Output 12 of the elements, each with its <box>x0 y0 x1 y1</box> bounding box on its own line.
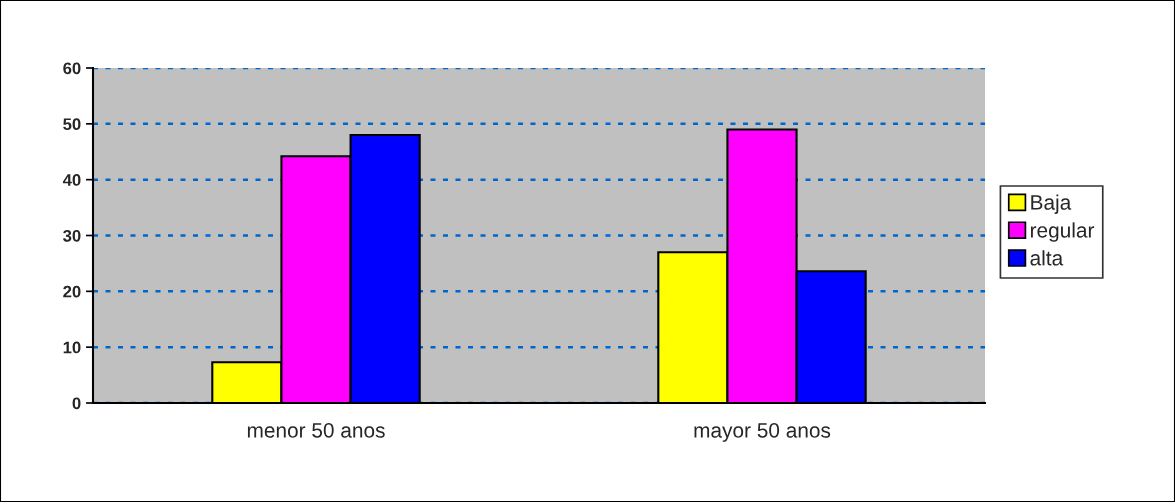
legend-label: alta <box>1030 250 1064 266</box>
y-tick-label: 10 <box>63 341 81 354</box>
legend-label: Baja <box>1031 194 1072 214</box>
legend-label: regular <box>1030 222 1095 242</box>
x-tick-label: menor 50 anos <box>247 422 385 438</box>
y-tick-label: 50 <box>63 118 81 131</box>
y-tick-label: 30 <box>63 229 81 242</box>
x-tick-label: mayor 50 anos <box>694 422 831 442</box>
y-tick-label: 0 <box>72 397 81 410</box>
y-tick-label: 40 <box>62 174 81 186</box>
y-tick-label: 60 <box>63 62 81 75</box>
y-tick-label: 20 <box>63 285 81 298</box>
